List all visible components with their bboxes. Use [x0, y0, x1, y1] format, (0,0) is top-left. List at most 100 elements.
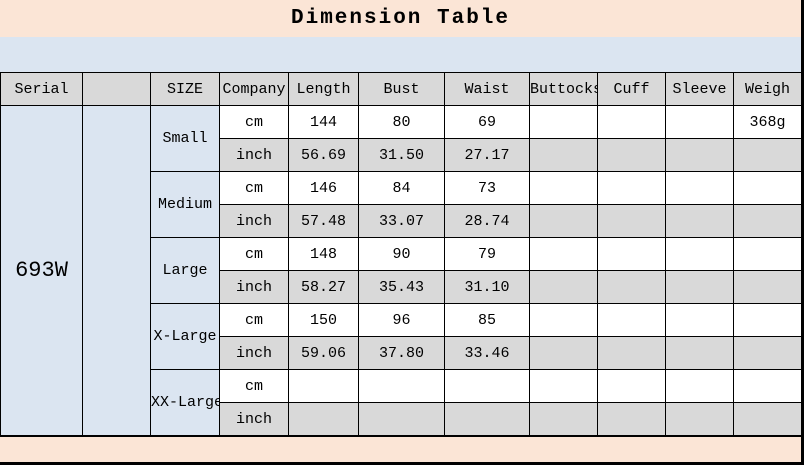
weigh-value [733, 171, 801, 206]
size-label-xlarge: X-Large [150, 303, 220, 371]
bust-value: 80 [358, 105, 445, 140]
buttocks-value [529, 237, 598, 272]
weigh-value [733, 303, 801, 338]
cuff-value [597, 336, 666, 371]
bust-value: 84 [358, 171, 445, 206]
length-value: 58.27 [288, 270, 359, 305]
column-header-length: Length [288, 71, 359, 107]
cuff-value [597, 204, 666, 239]
length-value: 59.06 [288, 336, 359, 371]
cuff-value [597, 138, 666, 173]
unit-cell: inch [219, 204, 289, 239]
bust-value [358, 402, 445, 437]
table-row-xlarge-inch: inch 59.06 37.80 33.46 [1, 336, 801, 371]
cuff-value [597, 105, 666, 140]
bust-value: 90 [358, 237, 445, 272]
waist-value: 31.10 [444, 270, 530, 305]
serial-cell: 693W [0, 105, 83, 437]
unit-cell: inch [219, 138, 289, 173]
column-header-cuff: Cuff [597, 71, 666, 107]
length-value: 148 [288, 237, 359, 272]
sleeve-value [665, 270, 734, 305]
cuff-value [597, 171, 666, 206]
table-row-xlarge-cm: X-Large cm 150 96 85 [1, 303, 801, 371]
unit-cell: cm [219, 171, 289, 206]
table-row-xxlarge-inch: inch [1, 402, 801, 437]
weigh-value [733, 369, 801, 404]
cuff-value [597, 270, 666, 305]
length-value [288, 402, 359, 437]
table-row-large-inch: inch 58.27 35.43 31.10 [1, 270, 801, 305]
length-value: 56.69 [288, 138, 359, 173]
page-title: Dimension Table [290, 7, 511, 30]
cuff-value [597, 369, 666, 404]
bust-value: 31.50 [358, 138, 445, 173]
title-band: Dimension Table [0, 0, 801, 37]
unit-cell: cm [219, 237, 289, 272]
weigh-value [733, 402, 801, 437]
sleeve-value [665, 171, 734, 206]
unit-cell: inch [219, 270, 289, 305]
bottom-band [0, 437, 801, 462]
buttocks-value [529, 171, 598, 206]
cuff-value [597, 402, 666, 437]
unit-cell: inch [219, 336, 289, 371]
size-label-large: Large [150, 237, 220, 305]
sleeve-value [665, 336, 734, 371]
unit-cell: cm [219, 303, 289, 338]
length-value: 144 [288, 105, 359, 140]
bust-value [358, 369, 445, 404]
table-row-large-cm: Large cm 148 90 79 [1, 237, 801, 305]
buttocks-value [529, 303, 598, 338]
weigh-value [733, 237, 801, 272]
length-value: 146 [288, 171, 359, 206]
divider-band [0, 37, 801, 72]
weigh-value [733, 138, 801, 173]
unit-cell: inch [219, 402, 289, 437]
length-value [288, 369, 359, 404]
spacer-cell [82, 105, 151, 437]
bust-value: 96 [358, 303, 445, 338]
table-row-xxlarge-cm: XX-Large cm [1, 369, 801, 437]
bust-value: 37.80 [358, 336, 445, 371]
cuff-value [597, 303, 666, 338]
column-header-sleeve: Sleeve [665, 71, 734, 107]
weigh-value: 368g [733, 105, 801, 140]
sleeve-value [665, 138, 734, 173]
buttocks-value [529, 369, 598, 404]
table-row-small-inch: inch 56.69 31.50 27.17 [1, 138, 801, 173]
weigh-value [733, 336, 801, 371]
waist-value: 79 [444, 237, 530, 272]
table-row-small-cm: 693W Small cm 144 80 69 368g [0, 105, 801, 437]
buttocks-value [529, 270, 598, 305]
waist-value: 85 [444, 303, 530, 338]
waist-value: 73 [444, 171, 530, 206]
sleeve-value [665, 303, 734, 338]
column-header-bust: Bust [358, 71, 445, 107]
waist-value: 33.46 [444, 336, 530, 371]
column-header-size: SIZE [150, 71, 220, 107]
dimension-table: Serial SIZE Company Length Bust Waist Bu… [0, 71, 801, 437]
table-row-medium-cm: Medium cm 146 84 73 [1, 171, 801, 239]
waist-value [444, 402, 530, 437]
column-header-weigh: Weigh [733, 71, 801, 107]
waist-value: 28.74 [444, 204, 530, 239]
waist-value [444, 369, 530, 404]
buttocks-value [529, 402, 598, 437]
weigh-value [733, 270, 801, 305]
column-header-blank [82, 71, 151, 107]
size-label-medium: Medium [150, 171, 220, 239]
table-header-row: Serial SIZE Company Length Bust Waist Bu… [0, 71, 801, 107]
buttocks-value [529, 105, 598, 140]
sleeve-value [665, 369, 734, 404]
length-value: 150 [288, 303, 359, 338]
waist-value: 27.17 [444, 138, 530, 173]
table-row-medium-inch: inch 57.48 33.07 28.74 [1, 204, 801, 239]
bust-value: 35.43 [358, 270, 445, 305]
unit-cell: cm [219, 105, 289, 140]
buttocks-value [529, 138, 598, 173]
sleeve-value [665, 105, 734, 140]
size-label-small: Small [150, 105, 220, 173]
unit-cell: cm [219, 369, 289, 404]
